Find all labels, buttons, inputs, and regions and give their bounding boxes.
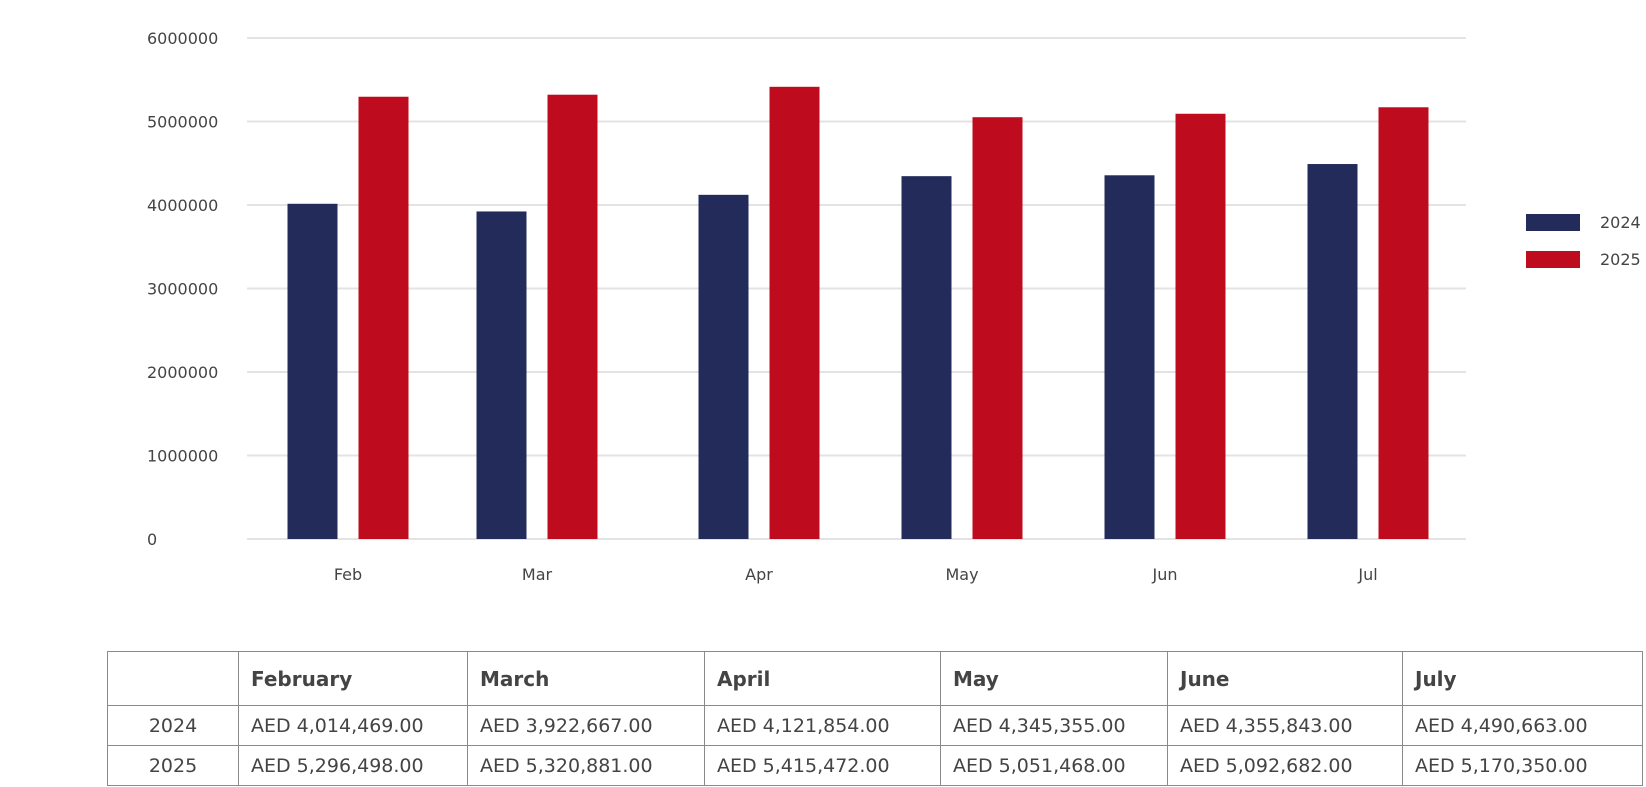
table-cell: AED 5,092,682.00 — [1167, 745, 1403, 786]
table-cell: AED 4,490,663.00 — [1402, 705, 1643, 746]
x-tick-label: Feb — [334, 565, 362, 584]
bar — [1175, 113, 1226, 540]
data-table: February March April May June July 2024 … — [107, 651, 1643, 786]
bar — [358, 96, 409, 539]
table-cell: AED 5,051,468.00 — [940, 745, 1168, 786]
bar — [1104, 175, 1155, 539]
y-tick-label: 5000000 — [147, 113, 218, 132]
x-tick-label: May — [945, 565, 978, 584]
bar — [1307, 164, 1358, 539]
table-cell: AED 4,121,854.00 — [704, 705, 941, 746]
table-header-row: February March April May June July — [107, 651, 1643, 706]
table-header-cell: April — [704, 651, 941, 706]
table-row: 2024 AED 4,014,469.00 AED 3,922,667.00 A… — [107, 705, 1643, 746]
bar — [476, 211, 527, 539]
y-tick-label: 0 — [147, 530, 157, 549]
x-tick-label: Jun — [1152, 565, 1178, 584]
legend-label: 2024 — [1600, 213, 1641, 232]
table-row: 2025 AED 5,296,498.00 AED 5,320,881.00 A… — [107, 745, 1643, 786]
table-cell: AED 4,355,843.00 — [1167, 705, 1403, 746]
table-cell: AED 5,320,881.00 — [467, 745, 705, 786]
y-tick-label: 3000000 — [147, 280, 218, 299]
table-cell: AED 5,415,472.00 — [704, 745, 941, 786]
table-header-cell: May — [940, 651, 1168, 706]
bar — [547, 94, 598, 540]
y-tick-label: 4000000 — [147, 196, 218, 215]
legend-swatch — [1526, 214, 1580, 231]
table-cell: AED 5,170,350.00 — [1402, 745, 1643, 786]
table-header-cell: March — [467, 651, 705, 706]
table-header-cell: June — [1167, 651, 1403, 706]
table-cell: AED 3,922,667.00 — [467, 705, 705, 746]
legend-label: 2025 — [1600, 250, 1641, 269]
table-header-cell: February — [238, 651, 468, 706]
legend-swatch — [1526, 251, 1580, 268]
bar — [769, 86, 820, 539]
x-tick-label: Mar — [522, 565, 553, 584]
table-header-cell — [107, 651, 239, 706]
table-header-cell: July — [1402, 651, 1643, 706]
bar — [287, 203, 338, 539]
x-tick-label: Jul — [1357, 565, 1377, 584]
table-cell: AED 5,296,498.00 — [238, 745, 468, 786]
table-cell: AED 4,014,469.00 — [238, 705, 468, 746]
table-cell: AED 4,345,355.00 — [940, 705, 1168, 746]
bar — [698, 194, 749, 539]
y-tick-label: 1000000 — [147, 447, 218, 466]
bar — [972, 117, 1023, 539]
chart-svg: 0 1000000 2000000 3000000 4000000 5000000 6000… — [147, 29, 1641, 584]
row-label: 2025 — [107, 745, 239, 786]
y-tick-label: 6000000 — [147, 29, 218, 48]
y-tick-label: 2000000 — [147, 363, 218, 382]
bar — [901, 176, 952, 540]
x-tick-label: Apr — [745, 565, 773, 584]
bar-chart: 0 1000000 2000000 3000000 4000000 5000000 6000… — [147, 29, 1641, 584]
row-label: 2024 — [107, 705, 239, 746]
bar — [1378, 107, 1429, 540]
